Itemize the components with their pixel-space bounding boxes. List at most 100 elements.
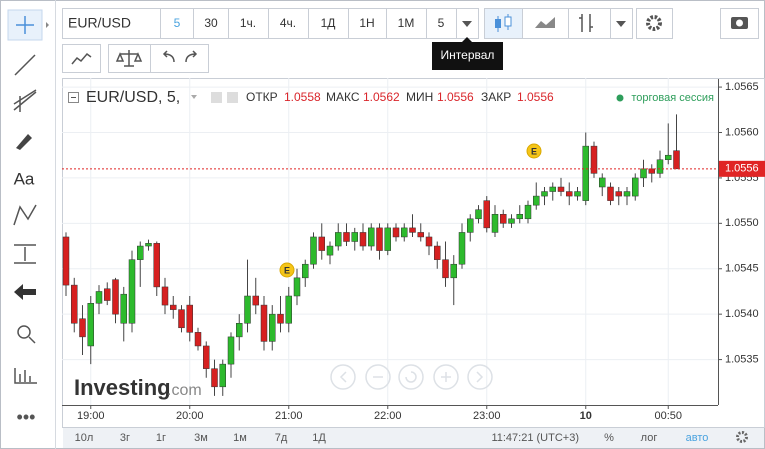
- last-price-label: 1.0556: [725, 163, 759, 175]
- chart-header: EUR/USD, 5, торговая сессия: [68, 89, 714, 106]
- candle-body: [475, 209, 482, 220]
- interval-button[interactable]: 4ч.: [280, 16, 296, 30]
- candle-body: [293, 277, 301, 297]
- interval-button[interactable]: 5: [174, 16, 181, 30]
- candle-body: [112, 279, 119, 315]
- reset[interactable]: [398, 364, 424, 390]
- range-button[interactable]: 1м: [233, 432, 247, 444]
- undo-redo[interactable]: [150, 44, 209, 73]
- ohlc-label: МИН: [406, 90, 433, 104]
- ohlc-value: 1.0562: [363, 90, 400, 104]
- back-tool[interactable]: [14, 284, 36, 300]
- range-button[interactable]: 10л: [75, 432, 94, 444]
- zoom-tool[interactable]: [17, 325, 31, 339]
- range-button[interactable]: 3г: [120, 432, 130, 444]
- candle-body: [359, 232, 367, 247]
- y-tick-label: 1.0545: [725, 263, 759, 275]
- scroll-left[interactable]: [330, 364, 356, 390]
- candle-body: [582, 145, 589, 201]
- candle-body: [615, 191, 622, 197]
- candle-body: [219, 363, 226, 388]
- candle-body: [549, 186, 556, 192]
- range-button[interactable]: 3м: [194, 432, 208, 444]
- candle-body: [632, 177, 639, 197]
- candle-body: [211, 368, 218, 388]
- candle-body: [137, 245, 144, 260]
- candle-body: [508, 218, 515, 224]
- scroll-right[interactable]: [467, 364, 493, 390]
- bottom-bar: [63, 428, 764, 448]
- range-button[interactable]: 1Д: [312, 432, 326, 444]
- candle-body: [450, 263, 457, 279]
- line-tool[interactable]: [14, 54, 36, 76]
- interval-button[interactable]: 1Н: [359, 16, 374, 30]
- candle-body: [269, 313, 276, 342]
- interval-button[interactable]: 30: [204, 16, 218, 30]
- indicators-button[interactable]: [62, 44, 101, 73]
- x-tick-label: 20:00: [176, 410, 204, 422]
- candle-body: [120, 293, 127, 324]
- settings-button[interactable]: [636, 8, 673, 39]
- bottom-controls: 10л 3г 1г 3м 1м 7д 1Д 11:47:21 (UTC+3) %…: [75, 431, 748, 444]
- bottom-settings[interactable]: [736, 431, 748, 443]
- plot: [62, 78, 718, 405]
- candle-body: [178, 309, 185, 329]
- interval-select[interactable]: 5: [438, 16, 445, 30]
- pattern-tool[interactable]: [13, 204, 37, 226]
- symbol: EUR/USD: [68, 15, 131, 31]
- candle-body: [343, 232, 350, 242]
- candle-body: [665, 154, 672, 160]
- event-label: E: [531, 146, 537, 156]
- candle-body: [260, 304, 268, 342]
- candle-body: [285, 295, 292, 324]
- measure-tool[interactable]: [14, 244, 36, 264]
- candle-body: [673, 150, 680, 170]
- log-button[interactable]: лог: [641, 432, 658, 444]
- candle-body: [425, 236, 433, 247]
- candle-body: [351, 232, 358, 242]
- ohlc-value: 1.0558: [284, 90, 321, 104]
- candle-body: [656, 159, 664, 174]
- text-tool[interactable]: Aa: [14, 169, 35, 188]
- percent-button[interactable]: %: [604, 432, 614, 444]
- more-tools[interactable]: •••: [17, 407, 36, 427]
- candle-body: [376, 227, 383, 251]
- range-button[interactable]: 7д: [275, 432, 288, 444]
- range-button[interactable]: 1г: [156, 432, 166, 444]
- candle-body: [574, 191, 581, 197]
- fib-tool[interactable]: [13, 89, 37, 112]
- zoom-in[interactable]: [433, 364, 459, 390]
- candle-body: [392, 227, 400, 238]
- auto-button[interactable]: авто: [686, 432, 709, 444]
- y-tick-label: 1.0560: [725, 126, 759, 138]
- candle-body: [458, 232, 466, 265]
- brush-tool[interactable]: [16, 134, 32, 150]
- symbol-box[interactable]: [62, 8, 161, 39]
- candle-body: [252, 295, 259, 306]
- x-tick-label: 22:00: [374, 410, 402, 422]
- candle-body: [79, 318, 86, 338]
- y-tick-label: 1.0535: [725, 353, 759, 365]
- candle-body: [318, 236, 325, 251]
- candle-body: [500, 214, 507, 224]
- candle-body: [599, 177, 606, 188]
- interval-button[interactable]: 1ч.: [240, 16, 256, 30]
- top-toolbar: EUR/USD 5 30 1ч. 4ч. 1Д 1Н 1М 5: [62, 8, 759, 73]
- ohlc-value: 1.0556: [437, 90, 474, 104]
- y-tick-label: 1.0550: [725, 217, 759, 229]
- interval-button[interactable]: 1М: [398, 16, 415, 30]
- candle-body: [483, 200, 490, 229]
- candle-type-button[interactable]: [484, 8, 523, 39]
- logo: Investing .com: [74, 375, 202, 400]
- candle-body: [62, 236, 70, 286]
- zoom-out[interactable]: [365, 364, 391, 390]
- clock: 11:47:21 (UTC+3): [491, 432, 579, 444]
- x-tick-label: 19:00: [77, 410, 105, 422]
- interval-button[interactable]: 1Д: [321, 16, 336, 30]
- candle-body: [533, 195, 540, 206]
- indicator-tool[interactable]: [14, 368, 37, 384]
- area-type-button[interactable]: [522, 8, 569, 39]
- candle-body: [161, 286, 169, 306]
- candle-body: [434, 245, 441, 260]
